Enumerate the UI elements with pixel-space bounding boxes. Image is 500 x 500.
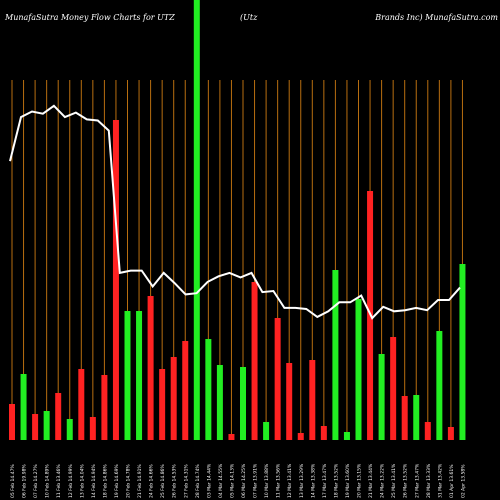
x-tick-label: 11 Mar 13.56% xyxy=(276,463,282,498)
money-flow-bar xyxy=(9,404,15,440)
money-flow-bar xyxy=(78,369,85,440)
money-flow-bar xyxy=(263,422,270,440)
money-flow-bar xyxy=(274,318,281,440)
money-flow-bar xyxy=(343,432,350,440)
money-flow-bar xyxy=(55,393,62,440)
money-flow-bar xyxy=(378,354,385,440)
money-flow-bar xyxy=(240,367,246,440)
x-tick-label: 11 Feb 13.46% xyxy=(56,464,62,498)
money-flow-bar xyxy=(66,419,73,440)
x-tick-label: 06 Feb 19.98% xyxy=(22,464,28,498)
money-flow-bar xyxy=(182,341,189,440)
chart-title-left: MunafaSutra Money Flow Charts for UTZ xyxy=(5,13,175,22)
money-flow-bar xyxy=(136,311,143,440)
x-tick-label: 13 Mar 13.29% xyxy=(299,463,305,498)
x-tick-label: 24 Feb 14.66% xyxy=(149,464,155,498)
x-tick-label: 02 Apr 13.58% xyxy=(461,464,467,498)
money-flow-bar xyxy=(205,339,212,440)
money-flow-bar xyxy=(170,357,177,440)
x-tick-label: 21 Feb 14.91% xyxy=(137,464,143,498)
x-tick-label: 19 Feb 14.69% xyxy=(114,464,120,498)
money-flow-bar xyxy=(43,411,50,440)
money-flow-bar xyxy=(424,422,431,440)
money-flow-bar xyxy=(112,120,119,440)
money-flow-bar xyxy=(320,426,327,440)
x-tick-label: 17 Mar 13.47% xyxy=(322,463,328,498)
x-tick-label: 10 Mar 13.88% xyxy=(264,463,270,498)
x-tick-label: 26 Feb 14.53% xyxy=(172,464,178,498)
x-tick-label: 20 Feb 14.78% xyxy=(126,464,132,498)
price-line xyxy=(9,104,461,320)
money-flow-bar xyxy=(216,365,223,440)
x-tick-label: 03 Mar 14.44% xyxy=(206,463,212,498)
money-flow-bar xyxy=(297,433,304,440)
price-line-group xyxy=(9,104,461,320)
money-flow-bar xyxy=(413,395,420,440)
x-tick-label: 10 Feb 14.89% xyxy=(45,464,51,498)
x-tick-label: 25 Mar 13.41% xyxy=(391,463,397,498)
x-tick-label: 21 Mar 13.44% xyxy=(368,463,374,498)
money-flow-bars xyxy=(9,0,466,440)
money-flow-bar xyxy=(447,427,454,440)
x-tick-label: 31 Mar 13.42% xyxy=(437,463,443,498)
x-tick-label: 01 Apr 13.61% xyxy=(449,464,455,498)
x-tick-label: 12 Mar 13.41% xyxy=(287,463,293,498)
x-tick-label: 06 Mar 14.25% xyxy=(241,463,247,498)
money-flow-bar xyxy=(286,363,293,440)
x-tick-label: 19 Mar 13.60% xyxy=(345,463,351,498)
money-flow-bar xyxy=(459,264,466,440)
money-flow-bar xyxy=(332,270,339,440)
x-tick-label: 18 Mar 13.52% xyxy=(333,463,339,498)
x-tick-label: 25 Feb 14.86% xyxy=(160,464,166,498)
x-tick-label: 12 Feb 14.99% xyxy=(68,464,74,498)
money-flow-bar xyxy=(436,331,443,440)
x-tick-label: 18 Feb 14.86% xyxy=(102,464,108,498)
x-tick-label: 20 Mar 13.15% xyxy=(357,463,363,498)
chart-title-middle: (Utz xyxy=(240,13,258,22)
chart-title-right: Brands Inc) MunafaSutra.com xyxy=(375,13,498,22)
x-tick-label: 28 Feb 14.74% xyxy=(195,464,201,498)
x-tick-label: 26 Mar 13.52% xyxy=(403,463,409,498)
x-tick-label: 28 Mar 13.33% xyxy=(426,463,432,498)
money-flow-bar xyxy=(228,434,235,440)
x-tick-label: 27 Feb 14.31% xyxy=(183,464,189,498)
x-tick-label: 14 Feb 14.94% xyxy=(91,464,97,498)
money-flow-bar xyxy=(390,337,397,440)
x-tick-label: 07 Feb 14.27% xyxy=(33,464,39,498)
money-flow-bar xyxy=(89,417,96,440)
money-flow-bar xyxy=(124,311,131,440)
money-flow-bar xyxy=(101,375,108,440)
x-tick-label: 05 Feb 14.47% xyxy=(10,464,16,498)
money-flow-bar xyxy=(401,396,408,440)
x-tick-label: 04 Mar 14.55% xyxy=(218,463,224,498)
x-tick-label: 07 Mar 13.91% xyxy=(253,463,259,498)
money-flow-bar xyxy=(355,299,362,440)
x-tick-label: 14 Mar 13.38% xyxy=(310,463,316,498)
x-tick-label: 05 Mar 14.13% xyxy=(230,463,236,498)
x-tick-label: 24 Mar 13.22% xyxy=(380,463,386,498)
money-flow-bar xyxy=(20,374,27,440)
money-flow-bar xyxy=(309,360,316,440)
money-flow-bar xyxy=(251,282,258,440)
money-flow-bar xyxy=(147,296,154,440)
money-flow-bar xyxy=(159,369,166,440)
x-tick-label: 13 Feb 14.04% xyxy=(79,464,85,498)
x-tick-label: 27 Mar 13.47% xyxy=(414,463,420,498)
money-flow-bar xyxy=(32,414,39,440)
x-tick-labels: 05 Feb 14.47% 06 Feb 19.98% 07 Feb 14.27% 1… xyxy=(10,463,467,498)
money-flow-bar xyxy=(193,0,200,440)
